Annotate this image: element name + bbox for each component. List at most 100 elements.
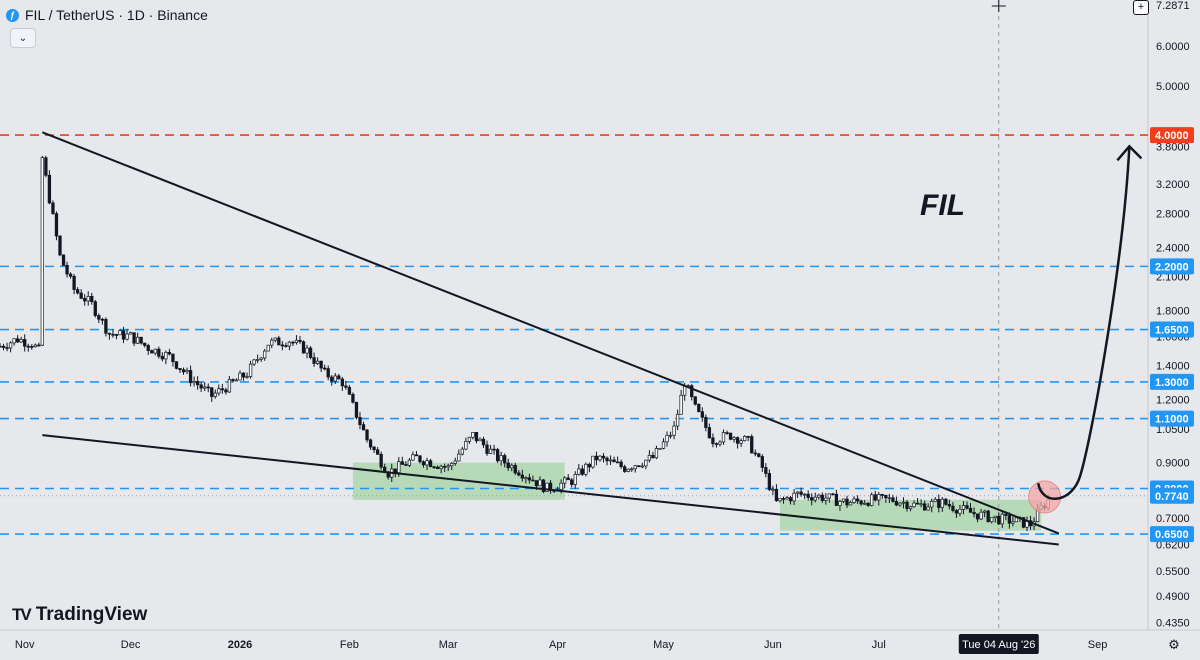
candle — [933, 497, 937, 502]
candle — [488, 444, 493, 454]
candle-body — [771, 488, 775, 491]
candle-body — [340, 378, 344, 387]
candle — [958, 504, 962, 517]
candle-body — [845, 498, 849, 506]
candle-body — [464, 441, 468, 450]
candle-body — [15, 338, 20, 343]
candle-body — [566, 477, 570, 481]
candle-body — [153, 348, 157, 354]
candle — [192, 376, 196, 387]
candle — [1011, 516, 1015, 527]
tradingview-logo[interactable]: TV TradingView — [12, 604, 147, 626]
x-tick-label: Nov — [15, 639, 35, 651]
crosshair-date-bg — [958, 634, 1039, 654]
y-tick-label: 2.1000 — [1156, 272, 1190, 284]
y-tick-label: 3.2000 — [1156, 179, 1190, 191]
candle-body — [457, 453, 461, 462]
candle-body — [12, 338, 16, 344]
candle — [965, 501, 969, 510]
candle-body — [760, 456, 764, 468]
candle — [439, 464, 443, 474]
candle-body — [90, 296, 94, 303]
candle — [524, 476, 528, 484]
candle-body — [305, 347, 309, 354]
candle-body — [615, 461, 620, 464]
candle-body — [241, 372, 246, 378]
candle — [203, 381, 207, 392]
candle — [252, 358, 256, 367]
candle — [464, 437, 468, 451]
candle-body — [965, 505, 969, 509]
candle-body — [986, 510, 990, 523]
candle-body — [898, 502, 902, 506]
candle — [30, 344, 34, 350]
candle — [541, 478, 546, 494]
candle — [580, 465, 584, 476]
candle — [379, 451, 383, 470]
candle-body — [563, 477, 567, 484]
candle — [912, 500, 916, 508]
wedge-lower-trendline — [42, 434, 1059, 546]
candle — [972, 507, 976, 518]
projection-arrowhead — [1116, 144, 1143, 162]
candle-body — [799, 491, 803, 495]
candle — [644, 459, 648, 470]
candle — [188, 365, 193, 387]
candle — [354, 401, 359, 420]
candle-body — [993, 515, 997, 519]
candle-body — [1021, 517, 1026, 528]
level-price-tag-0.6500-bg — [1150, 526, 1194, 543]
candle-body — [739, 440, 743, 444]
candle — [195, 376, 200, 390]
candle — [813, 492, 817, 503]
candle-body — [863, 502, 867, 505]
candle — [795, 491, 800, 498]
candle-body — [492, 448, 496, 451]
candle — [15, 335, 20, 343]
candle-body — [503, 455, 507, 464]
level-price-tag-4.0000: 4.0000 — [1155, 130, 1189, 142]
candle-body — [107, 332, 112, 335]
candle — [79, 288, 83, 300]
candle-body — [944, 498, 948, 505]
candle — [831, 492, 835, 496]
candle-body — [347, 386, 352, 395]
candle — [817, 493, 821, 500]
candle — [901, 497, 906, 509]
candle-body — [418, 455, 422, 463]
candle — [598, 455, 602, 462]
candle-body — [743, 435, 747, 442]
candle — [450, 461, 454, 471]
candle — [411, 451, 415, 461]
candle-body — [446, 465, 450, 468]
candle-body — [33, 344, 37, 348]
candle-body — [365, 429, 369, 441]
y-tick-label: 1.8000 — [1156, 305, 1190, 317]
symbol-header[interactable]: ƒ FIL / TetherUS · 1D · Binance — [6, 7, 208, 23]
gear-icon[interactable]: ⚙ — [1168, 638, 1180, 653]
candle-body — [598, 455, 602, 461]
collapse-legend-button[interactable]: ⌄ — [10, 28, 36, 48]
candle-body — [704, 416, 708, 428]
candle-body — [623, 466, 627, 472]
candle — [707, 423, 712, 439]
candle — [132, 332, 136, 347]
candle — [19, 336, 23, 343]
current-price-tag: 0.7740 — [1155, 491, 1189, 503]
candle-body — [227, 379, 232, 393]
x-tick-label: Jun — [764, 639, 782, 651]
candle-body — [792, 492, 796, 502]
candle-body — [280, 344, 284, 347]
candle-body — [919, 503, 923, 506]
candle-body — [1000, 513, 1004, 525]
candle-body — [195, 381, 200, 386]
candle-body — [838, 501, 842, 506]
candle-body — [68, 273, 73, 277]
add-alert-button[interactable]: + — [1133, 0, 1149, 15]
candle — [107, 332, 112, 340]
candle-body — [675, 413, 680, 427]
candle — [51, 200, 55, 215]
candle — [605, 456, 609, 466]
candle — [877, 491, 881, 506]
